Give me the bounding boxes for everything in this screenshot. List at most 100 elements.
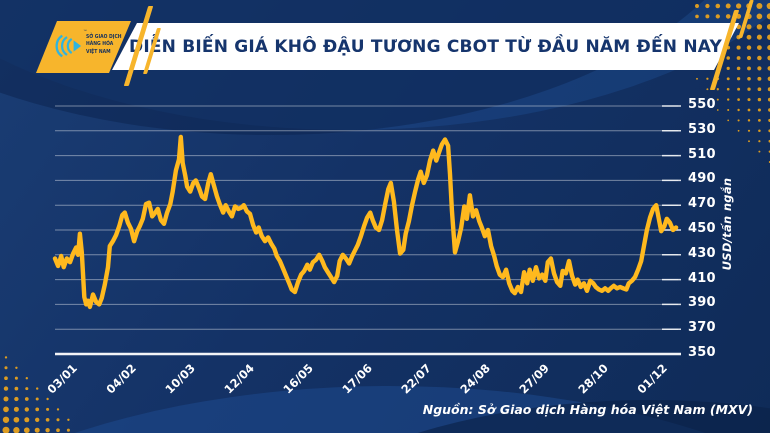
y-tick-label: 550 (688, 97, 716, 112)
dot-pattern-top-right (766, 23, 770, 30)
dot-pattern-bottom-left (3, 396, 9, 402)
dot-pattern-top-right (735, 3, 742, 9)
dot-pattern-top-right (757, 108, 761, 112)
dot-pattern-top-right (746, 34, 752, 40)
dot-pattern-bottom-left (3, 406, 9, 413)
y-axis-title: USD/tấn ngắn (720, 177, 734, 271)
trademark-symbol: ™ (83, 30, 88, 35)
dot-pattern-top-right (748, 140, 750, 143)
dot-pattern-bottom-left (13, 416, 20, 423)
dot-pattern-top-right (726, 66, 730, 70)
dot-pattern-top-right (766, 13, 770, 20)
dot-pattern-bottom-left (56, 418, 60, 422)
dot-pattern-top-right (725, 14, 731, 19)
dot-pattern-top-right (767, 66, 770, 71)
dot-pattern-top-right (716, 88, 719, 91)
dot-pattern-bottom-left (67, 418, 70, 421)
dot-pattern-bottom-left (25, 377, 28, 380)
dot-pattern-bottom-left (15, 366, 18, 369)
dot-pattern-top-right (726, 56, 730, 60)
dot-pattern-top-right (767, 55, 770, 61)
dot-pattern-top-right (757, 97, 762, 102)
dot-pattern-top-right (695, 4, 699, 8)
dot-pattern-top-right (725, 3, 731, 9)
dot-pattern-top-right (726, 77, 730, 81)
dot-pattern-bottom-left (45, 417, 50, 422)
dot-pattern-top-right (766, 2, 770, 10)
dot-pattern-bottom-left (46, 397, 49, 401)
dot-pattern-top-right (747, 77, 751, 81)
dot-pattern-top-right (727, 98, 730, 101)
dot-pattern-top-right (757, 66, 762, 71)
dot-pattern-bottom-left (45, 428, 50, 433)
dot-pattern-top-right (747, 108, 751, 112)
dot-pattern-bottom-left (3, 386, 9, 391)
logo-text-line1: SỞ GIAO DỊCH (86, 34, 122, 40)
y-tick-label: 530 (688, 121, 716, 137)
dot-pattern-top-right (705, 14, 710, 19)
dot-pattern-top-right (706, 88, 709, 91)
dot-pattern-top-right (737, 98, 740, 101)
dot-pattern-top-right (767, 45, 770, 51)
dot-pattern-top-right (737, 87, 741, 91)
y-tick-label: 510 (688, 146, 716, 162)
y-tick-label: 490 (688, 171, 716, 187)
dot-pattern-top-right (736, 45, 741, 50)
dot-pattern-top-right (736, 56, 741, 60)
dot-pattern-top-right (736, 66, 741, 71)
dot-pattern-top-right (758, 140, 761, 143)
y-tick-label: 390 (688, 295, 716, 311)
dot-pattern-bottom-left (35, 407, 40, 412)
y-tick-label: 450 (688, 221, 716, 236)
dot-pattern-top-right (758, 150, 761, 153)
dot-pattern-top-right (696, 77, 698, 80)
dot-pattern-top-right (715, 14, 720, 19)
chart-title: DIỄN BIẾN GIÁ KHÔ ĐẬU TƯƠNG CBOT TỪ ĐẦU … (129, 36, 722, 57)
logo-text-line2: HÀNG HÓA (86, 41, 114, 48)
dot-pattern-top-right (747, 98, 751, 102)
dot-pattern-top-right (747, 119, 751, 122)
dot-pattern-bottom-left (24, 397, 29, 401)
dot-pattern-top-right (756, 3, 763, 9)
dot-pattern-bottom-left (2, 426, 10, 433)
y-tick-label: 350 (688, 345, 716, 360)
dot-pattern-top-right (747, 66, 751, 71)
dot-pattern-bottom-left (56, 428, 60, 433)
dot-pattern-bottom-left (35, 417, 40, 422)
dot-pattern-bottom-left (34, 427, 40, 433)
dot-pattern-bottom-left (46, 407, 50, 411)
dot-pattern-top-right (737, 108, 740, 112)
dot-pattern-bottom-left (24, 417, 30, 423)
dot-pattern-top-right (747, 87, 751, 91)
dot-pattern-top-right (756, 13, 763, 20)
dot-pattern-top-right (737, 119, 740, 122)
y-tick-label: 470 (688, 196, 716, 212)
dot-pattern-top-right (727, 119, 730, 122)
dot-pattern-top-right (746, 45, 752, 50)
dot-pattern-top-right (747, 129, 751, 132)
dot-pattern-bottom-left (36, 387, 39, 390)
dot-pattern-top-right (756, 24, 763, 30)
mxv-logo-icon (55, 34, 82, 58)
dot-pattern-bottom-left (13, 406, 19, 412)
dot-pattern-top-right (757, 76, 762, 81)
dot-pattern-bottom-left (2, 416, 10, 423)
dot-pattern-top-right (716, 98, 719, 101)
dot-pattern-top-right (756, 34, 762, 40)
y-tick-label: 410 (688, 270, 716, 286)
dot-pattern-bottom-left (14, 386, 19, 391)
dot-pattern-top-right (727, 108, 730, 112)
dot-pattern-bottom-left (14, 376, 18, 380)
dot-pattern-top-right (737, 129, 740, 132)
dot-pattern-top-right (706, 77, 709, 80)
dot-pattern-top-right (757, 55, 762, 61)
dot-pattern-bottom-left (24, 407, 29, 412)
dot-pattern-bottom-left (4, 376, 8, 381)
dot-pattern-bottom-left (23, 427, 30, 433)
dot-pattern-top-right (705, 3, 710, 9)
dot-pattern-top-right (767, 76, 770, 81)
dot-pattern-top-right (726, 87, 730, 91)
dot-pattern-top-right (757, 87, 762, 92)
dot-pattern-top-right (715, 3, 721, 9)
